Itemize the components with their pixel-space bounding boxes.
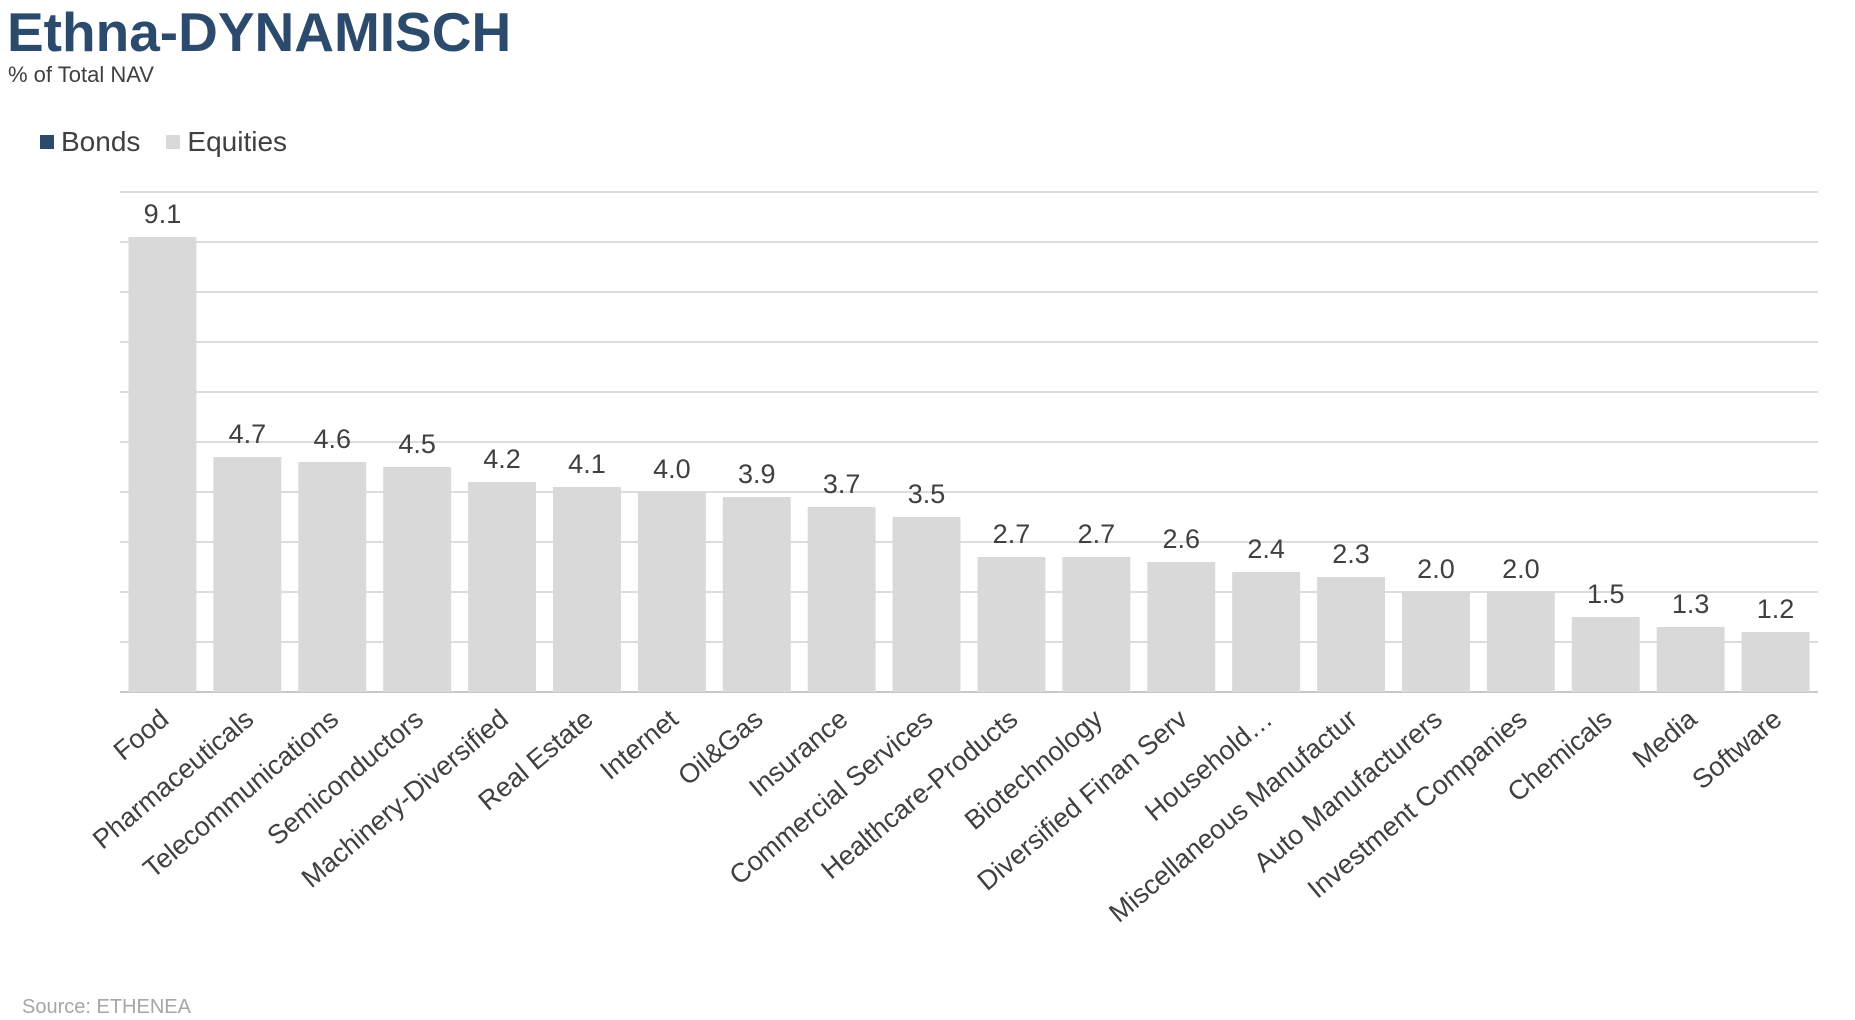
bar-equities bbox=[1401, 592, 1470, 692]
legend-item-equities: Equities bbox=[166, 126, 287, 158]
chart-subtitle: % of Total NAV bbox=[8, 62, 154, 87]
data-label: 4.5 bbox=[398, 429, 436, 459]
data-label: 4.7 bbox=[229, 419, 267, 449]
bar-equities bbox=[213, 457, 282, 692]
chart-title: Ethna-DYNAMISCH bbox=[7, 1, 512, 63]
data-label: 3.5 bbox=[908, 479, 946, 509]
data-label: 2.7 bbox=[1078, 519, 1116, 549]
category-tick-label: Software bbox=[1686, 704, 1787, 795]
bar-equities bbox=[468, 482, 537, 692]
data-label: 1.2 bbox=[1757, 594, 1795, 624]
legend-label-equities: Equities bbox=[187, 126, 288, 157]
data-label: 9.1 bbox=[144, 199, 182, 229]
source-note: Source: ETHENEA bbox=[22, 996, 191, 1018]
bar-equities bbox=[892, 517, 961, 692]
bar-equities bbox=[1741, 632, 1810, 692]
data-label: 1.5 bbox=[1587, 579, 1625, 609]
data-label: 2.6 bbox=[1162, 524, 1200, 554]
bar-equities bbox=[1232, 572, 1301, 692]
legend: Bonds Equities bbox=[40, 126, 313, 158]
data-label: 3.9 bbox=[738, 459, 776, 489]
data-label: 4.0 bbox=[653, 454, 691, 484]
category-tick-label: Media bbox=[1627, 703, 1703, 774]
bar-equities bbox=[807, 507, 876, 692]
bar-equities bbox=[1062, 557, 1131, 692]
legend-item-bonds: Bonds bbox=[40, 126, 140, 158]
bar-equities bbox=[1486, 592, 1555, 692]
bar-equities bbox=[722, 497, 791, 692]
bar-equities bbox=[128, 237, 197, 692]
bar-equities bbox=[298, 462, 367, 692]
category-tick-label: Food bbox=[108, 704, 174, 767]
data-label: 2.4 bbox=[1247, 534, 1285, 564]
bar-equities bbox=[552, 487, 621, 692]
category-tick-label: Internet bbox=[594, 703, 684, 785]
bar-equities bbox=[1317, 577, 1386, 692]
legend-swatch-equities bbox=[166, 135, 181, 149]
bar-equities bbox=[383, 467, 452, 692]
legend-label-bonds: Bonds bbox=[61, 126, 141, 157]
gridlines bbox=[120, 191, 1818, 693]
bar-equities bbox=[977, 557, 1046, 692]
data-label: 3.7 bbox=[823, 469, 861, 499]
bar-equities bbox=[1656, 627, 1725, 692]
data-label: 2.0 bbox=[1502, 554, 1540, 584]
data-label: 2.3 bbox=[1332, 539, 1370, 569]
data-label: 4.2 bbox=[483, 444, 521, 474]
data-label: 2.7 bbox=[993, 519, 1031, 549]
category-tick-labels: FoodPharmaceuticalsTelecommunicationsSem… bbox=[87, 703, 1787, 928]
bar-equities bbox=[1147, 562, 1216, 692]
bar-equities bbox=[1571, 617, 1640, 692]
data-labels: 9.1 4.7 4.6 4.5 4.2 4.1 4.0 3.9 3.7 3.5 2.7 2.7 2.6 2… bbox=[144, 199, 1795, 624]
data-label: 4.6 bbox=[313, 424, 351, 454]
legend-swatch-bonds bbox=[40, 135, 54, 149]
bars bbox=[128, 237, 1810, 692]
data-label: 4.1 bbox=[568, 449, 606, 479]
data-label: 2.0 bbox=[1417, 554, 1455, 584]
bar-equities bbox=[637, 492, 706, 692]
data-label: 1.3 bbox=[1672, 589, 1710, 619]
